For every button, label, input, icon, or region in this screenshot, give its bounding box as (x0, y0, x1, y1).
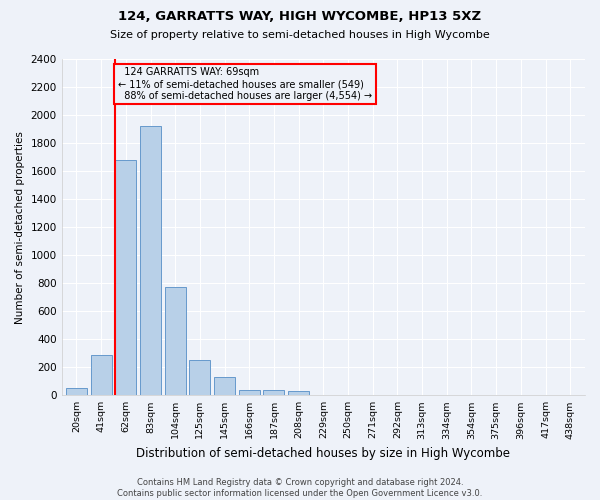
Bar (263, 390, 284, 396)
Text: Size of property relative to semi-detached houses in High Wycombe: Size of property relative to semi-detach… (110, 30, 490, 40)
Bar (288, 391, 309, 396)
Bar (66, 388, 87, 396)
Bar (190, 360, 211, 396)
Text: 124, GARRATTS WAY, HIGH WYCOMBE, HP13 5XZ: 124, GARRATTS WAY, HIGH WYCOMBE, HP13 5X… (118, 10, 482, 23)
Bar (140, 126, 161, 396)
Text: 124 GARRATTS WAY: 69sqm
← 11% of semi-detached houses are smaller (549)
  88% of: 124 GARRATTS WAY: 69sqm ← 11% of semi-de… (118, 68, 372, 100)
Y-axis label: Number of semi-detached properties: Number of semi-detached properties (15, 130, 25, 324)
Bar (165, 286, 186, 396)
Bar (91, 356, 112, 396)
Text: Contains HM Land Registry data © Crown copyright and database right 2024.
Contai: Contains HM Land Registry data © Crown c… (118, 478, 482, 498)
Bar (214, 377, 235, 396)
Bar (115, 160, 136, 396)
Bar (239, 390, 260, 396)
X-axis label: Distribution of semi-detached houses by size in High Wycombe: Distribution of semi-detached houses by … (136, 447, 511, 460)
